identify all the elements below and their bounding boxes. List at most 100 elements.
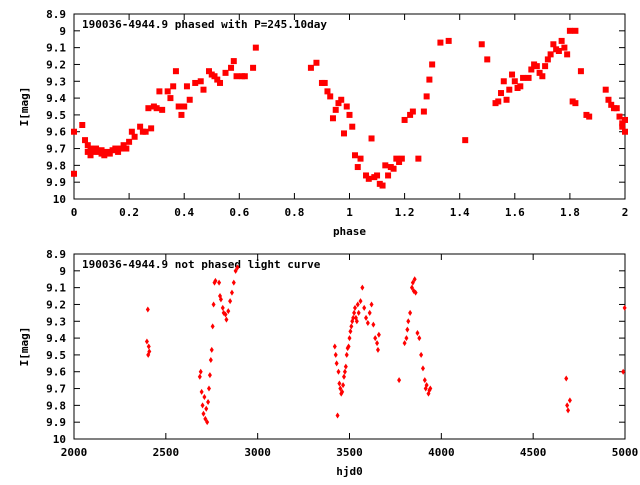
data-point (313, 59, 320, 66)
data-point (616, 113, 623, 120)
data-point (426, 76, 433, 83)
data-point (131, 133, 138, 140)
data-point (217, 79, 224, 86)
x-tick-label: 0.2 (119, 206, 139, 219)
data-point (346, 111, 353, 118)
data-point (385, 172, 392, 179)
x-tick-label: 1.4 (450, 206, 470, 219)
data-point (567, 397, 572, 404)
data-point (206, 399, 211, 405)
data-point (586, 113, 593, 120)
data-point (428, 385, 433, 392)
y-tick-label: 9.7 (46, 383, 66, 396)
data-point (338, 96, 345, 103)
data-point (214, 76, 221, 83)
data-point (404, 335, 409, 342)
data-point (561, 44, 568, 51)
data-point (329, 115, 336, 122)
data-point (213, 277, 218, 284)
y-tick-label: 9.5 (46, 109, 66, 122)
data-point (542, 63, 549, 70)
data-point (376, 331, 381, 338)
data-point (478, 41, 485, 48)
data-point (208, 356, 213, 363)
data-point (363, 172, 370, 179)
data-point (82, 137, 89, 144)
data-point (200, 402, 205, 409)
data-point (602, 86, 609, 93)
x-tick-label: 1.6 (505, 206, 525, 219)
x-tick-label: 1.2 (395, 206, 415, 219)
data-point (159, 106, 166, 113)
data-point (204, 405, 209, 412)
data-point (235, 264, 240, 271)
data-point (338, 385, 343, 392)
data-point (354, 318, 359, 325)
data-point (364, 314, 369, 321)
data-point (346, 343, 351, 350)
data-point (120, 142, 127, 149)
data-point (369, 301, 374, 308)
data-point (544, 56, 551, 63)
data-point (241, 73, 248, 80)
data-point (98, 147, 105, 154)
data-point (564, 375, 569, 382)
y-tick-label: 9 (59, 265, 66, 278)
data-point (197, 78, 204, 85)
x-tick-label: 3500 (336, 446, 363, 459)
data-point (365, 319, 370, 326)
data-point (622, 116, 628, 123)
data-point (205, 68, 212, 75)
data-point (128, 128, 135, 135)
x-tick-label: 3000 (244, 446, 271, 459)
data-point (533, 63, 540, 70)
data-point (198, 368, 203, 375)
data-point (123, 145, 130, 152)
data-point (408, 309, 413, 316)
data-point (415, 330, 420, 337)
x-tick-label: 5000 (612, 446, 639, 459)
data-point (420, 365, 425, 372)
data-point (605, 96, 612, 103)
data-point (218, 296, 223, 303)
data-point (199, 388, 204, 395)
data-point (500, 78, 507, 85)
data-points (144, 264, 627, 426)
data-point (146, 343, 151, 350)
y-tick-label: 9.7 (46, 143, 66, 156)
data-point (148, 125, 155, 132)
data-point (371, 321, 376, 328)
data-point (506, 86, 513, 93)
data-point (223, 311, 228, 318)
data-point (71, 128, 77, 135)
data-point (351, 314, 356, 321)
data-point (352, 152, 359, 159)
data-point (343, 103, 350, 110)
data-point (382, 162, 389, 169)
data-point (117, 145, 124, 152)
data-point (398, 155, 405, 162)
data-point (335, 412, 340, 419)
data-point (348, 328, 353, 335)
x-axis-ticks: 2000 2500 3000 3500 4000 4500 5000 (61, 254, 639, 459)
x-tick-label: 2 (622, 206, 629, 219)
x-tick-label: 0.6 (229, 206, 249, 219)
data-point (462, 137, 469, 144)
data-point (409, 108, 416, 115)
data-point (230, 58, 237, 65)
data-point (347, 335, 352, 342)
data-point (547, 51, 554, 58)
data-point (572, 27, 579, 34)
data-point (231, 279, 236, 286)
data-point (365, 175, 372, 182)
data-point (201, 410, 206, 417)
y-tick-label: 9.2 (46, 298, 66, 311)
data-point (200, 86, 207, 93)
data-point (207, 372, 212, 379)
y-axis-ticks: 8.9 9 9.1 9.2 9.3 9.4 9.5 9.6 9.7 9.8 9.9 10 (46, 248, 625, 446)
data-point (87, 145, 94, 152)
data-point (354, 164, 361, 171)
data-point (349, 323, 354, 330)
data-point (356, 309, 361, 316)
data-point (402, 340, 407, 347)
